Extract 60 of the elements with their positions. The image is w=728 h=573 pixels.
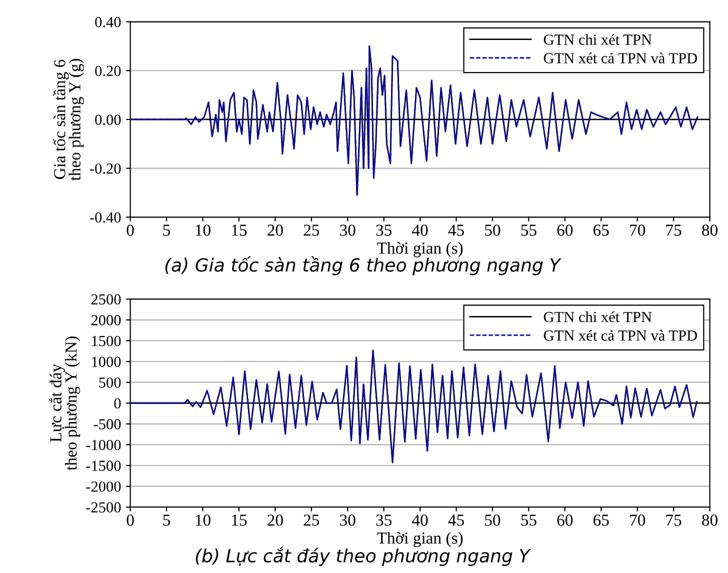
y-tick-label: 0.20 (95, 66, 121, 76)
x-tick-label: 5 (163, 224, 170, 236)
x-tick-label: 35 (376, 514, 392, 526)
y-tick-label: -0.20 (90, 163, 121, 174)
x-tick-label: 60 (557, 224, 573, 236)
y-tick-label: -1500 (86, 460, 121, 471)
x-tick-label: 5 (163, 514, 170, 526)
y-tick-label: -1000 (86, 440, 121, 450)
y-tick-label: 0.00 (95, 114, 121, 125)
legend-label: GTN xét cả TPN và TPD (544, 330, 697, 341)
x-axis-title: Thời gian (s) (377, 532, 463, 548)
x-tick-label: 50 (485, 224, 500, 236)
y-tick-label: 500 (99, 377, 121, 388)
x-tick-label: 15 (232, 514, 247, 526)
y-tick-label: 1500 (92, 336, 121, 346)
x-tick-label: 15 (232, 224, 247, 236)
x-tick-label: 65 (594, 514, 609, 526)
x-tick-label: 40 (412, 224, 428, 236)
x-tick-label: 20 (268, 514, 283, 526)
x-tick-label: 70 (630, 514, 646, 526)
x-tick-label: 0 (126, 514, 134, 526)
y-tick-label: 1000 (92, 356, 121, 367)
x-tick-label: 70 (630, 224, 646, 236)
x-tick-label: 25 (304, 514, 320, 526)
x-tick-label: 45 (448, 514, 464, 526)
x-tick-label: 80 (702, 224, 718, 236)
x-tick-label: 0 (126, 224, 134, 236)
y-axis-title: Gia tốc sàn tầng 6 theo phương Y (g) (53, 58, 84, 181)
x-tick-label: 10 (196, 224, 210, 236)
x-tick-label: 75 (666, 514, 682, 526)
x-tick-label: 55 (521, 514, 536, 526)
x-tick-label: 25 (304, 224, 320, 236)
x-tick-label: 30 (340, 224, 356, 236)
x-tick-label: 35 (376, 224, 392, 236)
x-tick-label: 45 (448, 224, 464, 236)
x-tick-label: 60 (557, 514, 573, 526)
legend-label: GTN chi xét TPN (544, 311, 652, 322)
x-tick-label: 80 (702, 514, 718, 526)
x-tick-label: 10 (196, 514, 210, 526)
y-tick-label: 0.40 (95, 16, 121, 28)
x-tick-label: 30 (340, 514, 356, 526)
legend-label: GTN xét cả TPN và TPD (544, 52, 697, 64)
legend-label: GTN chi xét TPN (544, 34, 652, 45)
x-tick-label: 40 (412, 514, 428, 526)
y-tick-label: 2500 (91, 294, 121, 305)
y-tick-label: 2000 (91, 315, 121, 326)
x-tick-label: 65 (594, 224, 609, 236)
y-axis-title: Lực cắt đáy theo phương Y (kN) (49, 336, 80, 470)
x-tick-label: 50 (485, 514, 500, 526)
x-tick-label: 55 (521, 224, 536, 236)
x-tick-label: 75 (666, 224, 682, 236)
text: (a) Gia tốc sàn tầng 6 theo phương ngang Y (165, 256, 562, 276)
text: (b) Lực cắt đáy theo phương ngang Y (196, 546, 531, 566)
y-tick-label: 0 (114, 398, 121, 409)
y-tick-label: -2000 (86, 481, 121, 492)
y-tick-label: -2500 (86, 502, 121, 513)
x-tick-label: 20 (268, 224, 283, 236)
y-tick-label: -0.40 (90, 212, 121, 223)
x-axis-title: Thời gian (s) (377, 242, 463, 258)
y-tick-label: -500 (94, 419, 121, 430)
